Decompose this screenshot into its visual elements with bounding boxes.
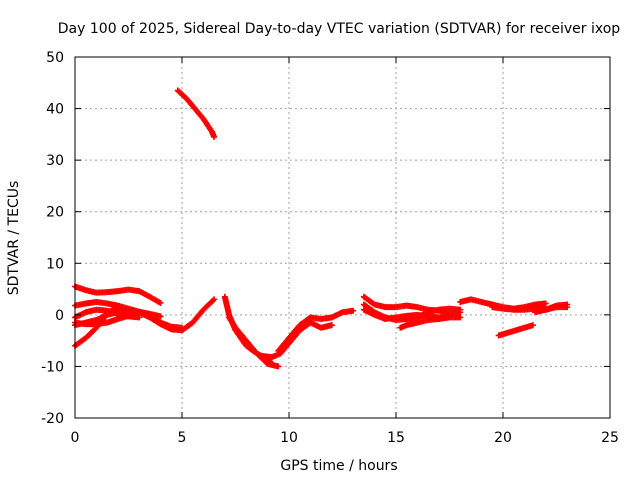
data-point	[157, 299, 164, 306]
series-arc-e	[72, 298, 164, 320]
x-tick-label: 25	[601, 430, 619, 446]
data-point	[328, 322, 335, 329]
data-point	[457, 314, 464, 321]
series-arc-i	[260, 319, 335, 361]
data-point	[157, 313, 164, 320]
series-arc-r	[532, 301, 571, 316]
y-tick-label: -20	[41, 411, 64, 427]
series-arc-q	[495, 322, 536, 339]
y-tick-label: 30	[46, 153, 64, 169]
data-point	[210, 297, 217, 304]
series-arc-n	[360, 301, 464, 324]
y-tick-label: 0	[55, 308, 64, 324]
data-point	[211, 133, 218, 140]
y-tick-label: 40	[46, 102, 64, 118]
chart-title: Day 100 of 2025, Sidereal Day-to-day VTE…	[58, 21, 621, 37]
x-tick-label: 20	[494, 430, 512, 446]
series-arc-high	[174, 87, 218, 140]
plot-border	[74, 56, 611, 419]
y-tick-label: 50	[46, 50, 64, 66]
data-point	[179, 324, 185, 331]
data-point	[564, 301, 571, 308]
x-tick-label: 10	[280, 430, 298, 446]
data-point	[457, 306, 464, 313]
grid-layer	[75, 57, 610, 418]
data-point	[350, 307, 357, 314]
y-axis-label: SDTVAR / TECUs	[6, 181, 22, 296]
x-tick-label: 0	[71, 430, 80, 446]
series-arc-a	[72, 283, 164, 306]
series-arc-m	[397, 314, 464, 331]
data-point	[542, 300, 549, 307]
series-arc-j	[275, 307, 357, 354]
data-point	[275, 363, 282, 370]
y-tick-label: 10	[46, 256, 64, 272]
data-layer	[72, 87, 571, 370]
tick-layer: 0 5 10 15 20 25 -20 -10 0 10 20 30 40 50	[41, 50, 619, 446]
x-tick-label: 5	[178, 430, 187, 446]
data-point	[529, 322, 536, 329]
series-arc-h	[226, 314, 282, 370]
y-tick-label: -10	[41, 359, 64, 375]
x-axis-label: GPS time / hours	[280, 458, 397, 474]
data-point	[211, 296, 218, 303]
y-tick-label: 20	[46, 205, 64, 221]
series-arc-f	[72, 306, 143, 321]
data-point	[136, 314, 143, 321]
x-tick-label: 15	[387, 430, 405, 446]
